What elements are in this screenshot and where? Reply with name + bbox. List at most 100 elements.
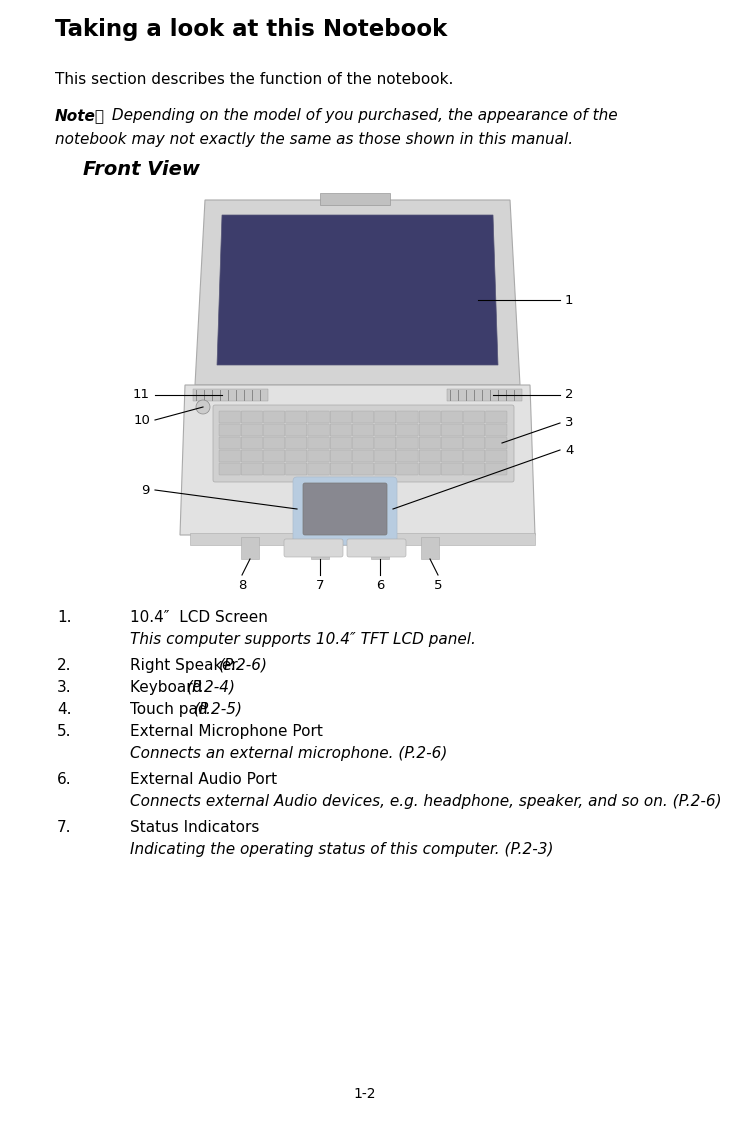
FancyBboxPatch shape — [464, 437, 485, 449]
FancyBboxPatch shape — [352, 463, 374, 475]
Text: notebook may not exactly the same as those shown in this manual.: notebook may not exactly the same as tho… — [55, 132, 573, 147]
FancyBboxPatch shape — [397, 450, 418, 462]
FancyBboxPatch shape — [286, 463, 307, 475]
FancyBboxPatch shape — [219, 437, 241, 449]
FancyBboxPatch shape — [441, 424, 462, 435]
Text: 9: 9 — [141, 483, 150, 497]
FancyBboxPatch shape — [464, 463, 485, 475]
FancyBboxPatch shape — [241, 463, 262, 475]
Text: 3: 3 — [565, 416, 574, 430]
Text: 6.: 6. — [57, 772, 71, 787]
FancyBboxPatch shape — [375, 450, 396, 462]
FancyBboxPatch shape — [330, 450, 351, 462]
FancyBboxPatch shape — [375, 411, 396, 423]
FancyBboxPatch shape — [241, 424, 262, 435]
FancyBboxPatch shape — [441, 411, 462, 423]
Text: Connects external Audio devices, e.g. headphone, speaker, and so on. (P.2-6): Connects external Audio devices, e.g. he… — [130, 794, 722, 809]
FancyBboxPatch shape — [352, 437, 374, 449]
FancyBboxPatch shape — [486, 411, 507, 423]
FancyBboxPatch shape — [263, 450, 285, 462]
Text: (P.2-6): (P.2-6) — [219, 658, 268, 672]
Text: Right Speaker: Right Speaker — [130, 658, 243, 672]
FancyBboxPatch shape — [330, 411, 351, 423]
Text: Taking a look at this Notebook: Taking a look at this Notebook — [55, 18, 448, 41]
Text: External Audio Port: External Audio Port — [130, 772, 277, 787]
Text: 8: 8 — [238, 579, 246, 592]
Polygon shape — [180, 386, 535, 535]
FancyBboxPatch shape — [441, 463, 462, 475]
Text: 10.4″  LCD Screen: 10.4″ LCD Screen — [130, 610, 268, 625]
FancyBboxPatch shape — [303, 483, 387, 535]
FancyBboxPatch shape — [286, 450, 307, 462]
FancyBboxPatch shape — [284, 539, 343, 557]
Text: 1.: 1. — [57, 610, 71, 625]
Bar — [190, 533, 535, 545]
Text: Front View: Front View — [83, 160, 200, 179]
FancyBboxPatch shape — [419, 411, 440, 423]
Text: Status Indicators: Status Indicators — [130, 820, 260, 835]
FancyBboxPatch shape — [375, 463, 396, 475]
FancyBboxPatch shape — [464, 450, 485, 462]
FancyBboxPatch shape — [419, 450, 440, 462]
FancyBboxPatch shape — [219, 424, 241, 435]
FancyBboxPatch shape — [330, 437, 351, 449]
FancyBboxPatch shape — [263, 463, 285, 475]
FancyBboxPatch shape — [308, 411, 330, 423]
Text: 5: 5 — [434, 579, 443, 592]
Bar — [421, 538, 439, 559]
Bar — [241, 538, 259, 559]
FancyBboxPatch shape — [308, 437, 330, 449]
FancyBboxPatch shape — [219, 411, 241, 423]
Polygon shape — [195, 200, 520, 386]
Text: 4: 4 — [565, 443, 574, 457]
Text: Keyboard: Keyboard — [130, 680, 207, 695]
FancyBboxPatch shape — [263, 411, 285, 423]
FancyBboxPatch shape — [375, 424, 396, 435]
Text: 2.: 2. — [57, 658, 71, 672]
FancyBboxPatch shape — [352, 411, 374, 423]
FancyBboxPatch shape — [397, 463, 418, 475]
Bar — [193, 389, 268, 401]
Text: Touch pad: Touch pad — [130, 702, 212, 717]
Bar — [371, 538, 389, 559]
Bar — [447, 389, 522, 401]
FancyBboxPatch shape — [486, 424, 507, 435]
FancyBboxPatch shape — [464, 424, 485, 435]
Text: Note：: Note： — [55, 108, 105, 122]
FancyBboxPatch shape — [397, 437, 418, 449]
FancyBboxPatch shape — [419, 463, 440, 475]
Text: 6: 6 — [376, 579, 384, 592]
Text: 2: 2 — [565, 389, 574, 401]
Text: 3.: 3. — [57, 680, 71, 695]
FancyBboxPatch shape — [352, 424, 374, 435]
FancyBboxPatch shape — [330, 424, 351, 435]
Text: 10: 10 — [133, 414, 150, 426]
FancyBboxPatch shape — [241, 437, 262, 449]
Text: Depending on the model of you purchased, the appearance of the: Depending on the model of you purchased,… — [107, 108, 617, 122]
FancyBboxPatch shape — [286, 411, 307, 423]
Bar — [320, 193, 390, 205]
FancyBboxPatch shape — [219, 463, 241, 475]
FancyBboxPatch shape — [213, 405, 514, 482]
FancyBboxPatch shape — [263, 424, 285, 435]
Text: This section describes the function of the notebook.: This section describes the function of t… — [55, 71, 453, 87]
Text: 5.: 5. — [57, 723, 71, 739]
Text: (P.2-5): (P.2-5) — [193, 702, 243, 717]
FancyBboxPatch shape — [241, 450, 262, 462]
FancyBboxPatch shape — [219, 450, 241, 462]
FancyBboxPatch shape — [486, 463, 507, 475]
FancyBboxPatch shape — [352, 450, 374, 462]
Text: 1-2: 1-2 — [354, 1088, 375, 1101]
FancyBboxPatch shape — [397, 424, 418, 435]
Text: (P.2-4): (P.2-4) — [187, 680, 236, 695]
FancyBboxPatch shape — [308, 424, 330, 435]
FancyBboxPatch shape — [286, 437, 307, 449]
Text: This computer supports 10.4″ TFT LCD panel.: This computer supports 10.4″ TFT LCD pan… — [130, 632, 476, 648]
FancyBboxPatch shape — [375, 437, 396, 449]
FancyBboxPatch shape — [308, 450, 330, 462]
Polygon shape — [217, 215, 498, 365]
FancyBboxPatch shape — [419, 424, 440, 435]
FancyBboxPatch shape — [347, 539, 406, 557]
Text: Connects an external microphone. (P.2-6): Connects an external microphone. (P.2-6) — [130, 746, 448, 761]
Text: 4.: 4. — [57, 702, 71, 717]
